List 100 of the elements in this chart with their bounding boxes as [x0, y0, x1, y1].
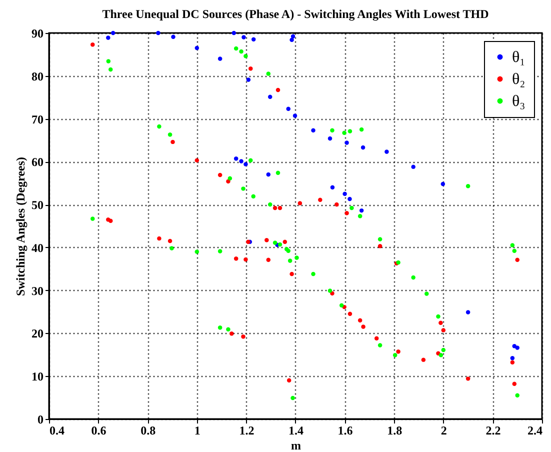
point — [311, 272, 316, 276]
point — [359, 127, 364, 132]
point — [171, 34, 176, 39]
point — [290, 272, 294, 276]
y-tick-label: 70 — [32, 112, 44, 126]
x-tick-label: 1.2 — [239, 424, 254, 438]
x-tick-label: 0.8 — [140, 424, 156, 438]
point — [110, 30, 116, 36]
point — [378, 237, 382, 242]
point — [384, 150, 389, 154]
point — [248, 66, 253, 71]
point — [348, 312, 352, 316]
point — [272, 240, 278, 245]
point — [436, 314, 440, 319]
point — [108, 67, 113, 72]
point — [168, 238, 172, 244]
point — [266, 172, 271, 177]
point — [106, 36, 110, 40]
y-tick-label: 20 — [32, 326, 44, 341]
x-tick-label: 1.4 — [288, 424, 304, 438]
point — [515, 258, 520, 262]
point — [510, 243, 515, 248]
point — [515, 393, 520, 398]
point — [396, 350, 400, 354]
point — [330, 185, 335, 190]
point — [359, 208, 364, 213]
point — [378, 244, 382, 248]
point — [276, 170, 280, 175]
y-tick-label: 40 — [32, 240, 44, 255]
point — [106, 59, 111, 64]
point — [441, 328, 446, 332]
point — [348, 129, 352, 134]
point — [358, 318, 362, 322]
point — [90, 216, 95, 221]
point — [278, 242, 282, 247]
point — [241, 186, 246, 191]
x-tick-label: 2 — [440, 424, 447, 438]
point — [230, 332, 234, 336]
point — [286, 106, 290, 112]
point — [170, 140, 175, 144]
x-tick-label: 2.4 — [528, 424, 542, 438]
point — [239, 159, 244, 164]
point — [278, 206, 282, 210]
point — [194, 158, 200, 162]
point — [251, 37, 256, 42]
point — [466, 310, 470, 314]
point — [276, 88, 280, 92]
point — [339, 303, 344, 308]
point — [348, 196, 352, 202]
point — [466, 184, 470, 188]
point — [239, 49, 244, 54]
point — [290, 38, 294, 42]
point — [244, 257, 248, 262]
x-tick-label: 1.6 — [338, 424, 353, 438]
point — [246, 78, 251, 82]
point — [234, 46, 238, 51]
point — [108, 218, 113, 223]
point — [374, 336, 379, 340]
point — [244, 162, 248, 166]
point — [241, 334, 246, 339]
x-tick-label: 1 — [194, 424, 200, 438]
point — [512, 382, 517, 386]
point — [272, 206, 278, 210]
point — [441, 348, 446, 352]
point — [360, 145, 366, 150]
point — [342, 130, 346, 136]
point — [248, 158, 253, 162]
point — [298, 201, 302, 206]
point — [288, 258, 292, 263]
point — [234, 156, 238, 161]
point — [266, 72, 271, 76]
point — [350, 206, 354, 210]
point — [286, 378, 292, 383]
point — [328, 288, 332, 293]
point — [244, 54, 248, 58]
point — [361, 324, 366, 329]
x-tick-label: 2.2 — [486, 424, 501, 438]
point — [318, 198, 322, 202]
point — [334, 202, 339, 207]
point — [358, 214, 362, 218]
point — [157, 124, 162, 129]
y-tick-label: 50 — [32, 198, 44, 212]
y-tick-label: 60 — [32, 155, 44, 170]
point — [218, 326, 222, 330]
point — [438, 352, 444, 358]
point — [378, 343, 382, 348]
y-axis-title: Switching Angles (Degrees) — [14, 156, 28, 296]
y-tick-label: 0 — [38, 412, 44, 426]
x-tick-label: 1.8 — [387, 424, 402, 438]
point — [228, 176, 232, 181]
point — [194, 46, 200, 50]
point — [292, 114, 298, 118]
point — [411, 275, 416, 280]
point — [268, 94, 272, 100]
point — [251, 194, 256, 199]
point — [510, 356, 515, 360]
point — [344, 140, 349, 145]
point — [392, 352, 398, 358]
point — [510, 360, 515, 365]
point — [264, 238, 269, 242]
